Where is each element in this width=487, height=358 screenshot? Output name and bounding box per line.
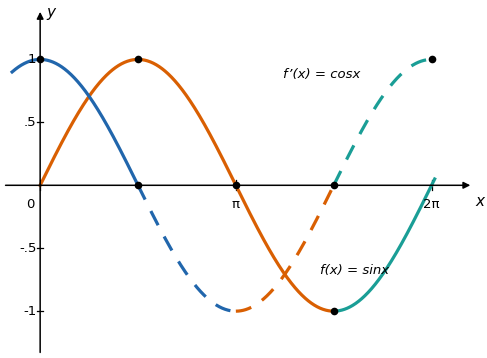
Text: 2π: 2π bbox=[423, 198, 440, 211]
Text: 0: 0 bbox=[27, 198, 35, 211]
Text: y: y bbox=[46, 5, 56, 20]
Text: f’(x) = cosx: f’(x) = cosx bbox=[283, 68, 360, 81]
Text: x: x bbox=[475, 194, 484, 209]
Text: -.5: -.5 bbox=[19, 242, 37, 255]
Text: π: π bbox=[232, 198, 240, 211]
Text: 1: 1 bbox=[28, 53, 37, 66]
Text: f(x) = sinx: f(x) = sinx bbox=[320, 265, 390, 277]
Text: .5: .5 bbox=[24, 116, 37, 129]
Text: -1: -1 bbox=[23, 305, 37, 318]
